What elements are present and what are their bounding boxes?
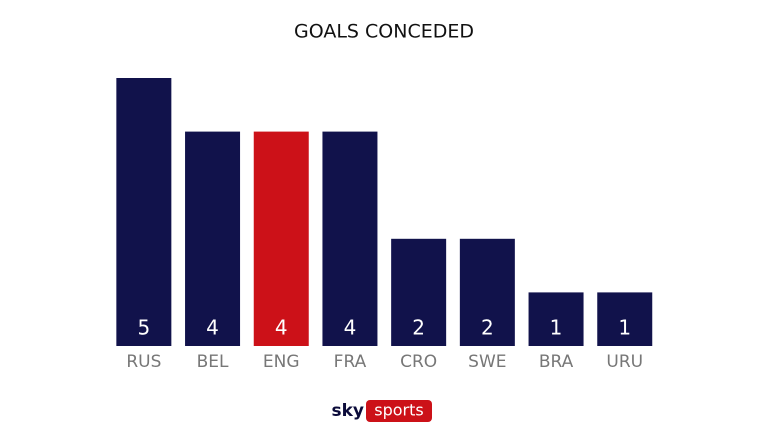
x-tick-label: BRA [539,352,574,372]
data-label: 5 [137,316,150,340]
logo: sky sports [331,400,432,422]
data-label: 1 [550,316,563,340]
x-tick-label: CRO [400,352,437,372]
data-label: 1 [618,316,631,340]
logo-sports: sports [374,401,423,420]
bar [185,131,241,346]
data-label: 2 [481,316,494,340]
data-label: 4 [344,316,357,340]
x-tick-label: BEL [197,352,229,372]
bar [322,131,378,346]
x-tick-label: ENG [263,352,300,372]
data-label: 2 [412,316,425,340]
data-label: 4 [206,316,219,340]
bar [597,292,653,346]
bar [459,238,515,346]
data-label: 4 [275,316,288,340]
x-tick-label: SWE [468,352,506,372]
x-tick-label: RUS [126,352,161,372]
bar [253,131,309,346]
bar [528,292,584,346]
chart-title: GOALS CONCEDED [294,21,474,43]
logo-badge [366,400,432,422]
bar [116,78,172,346]
bar [391,238,447,346]
logo-sky: sky [331,401,364,421]
x-tick-label: FRA [334,352,367,372]
x-tick-label: URU [606,352,643,372]
